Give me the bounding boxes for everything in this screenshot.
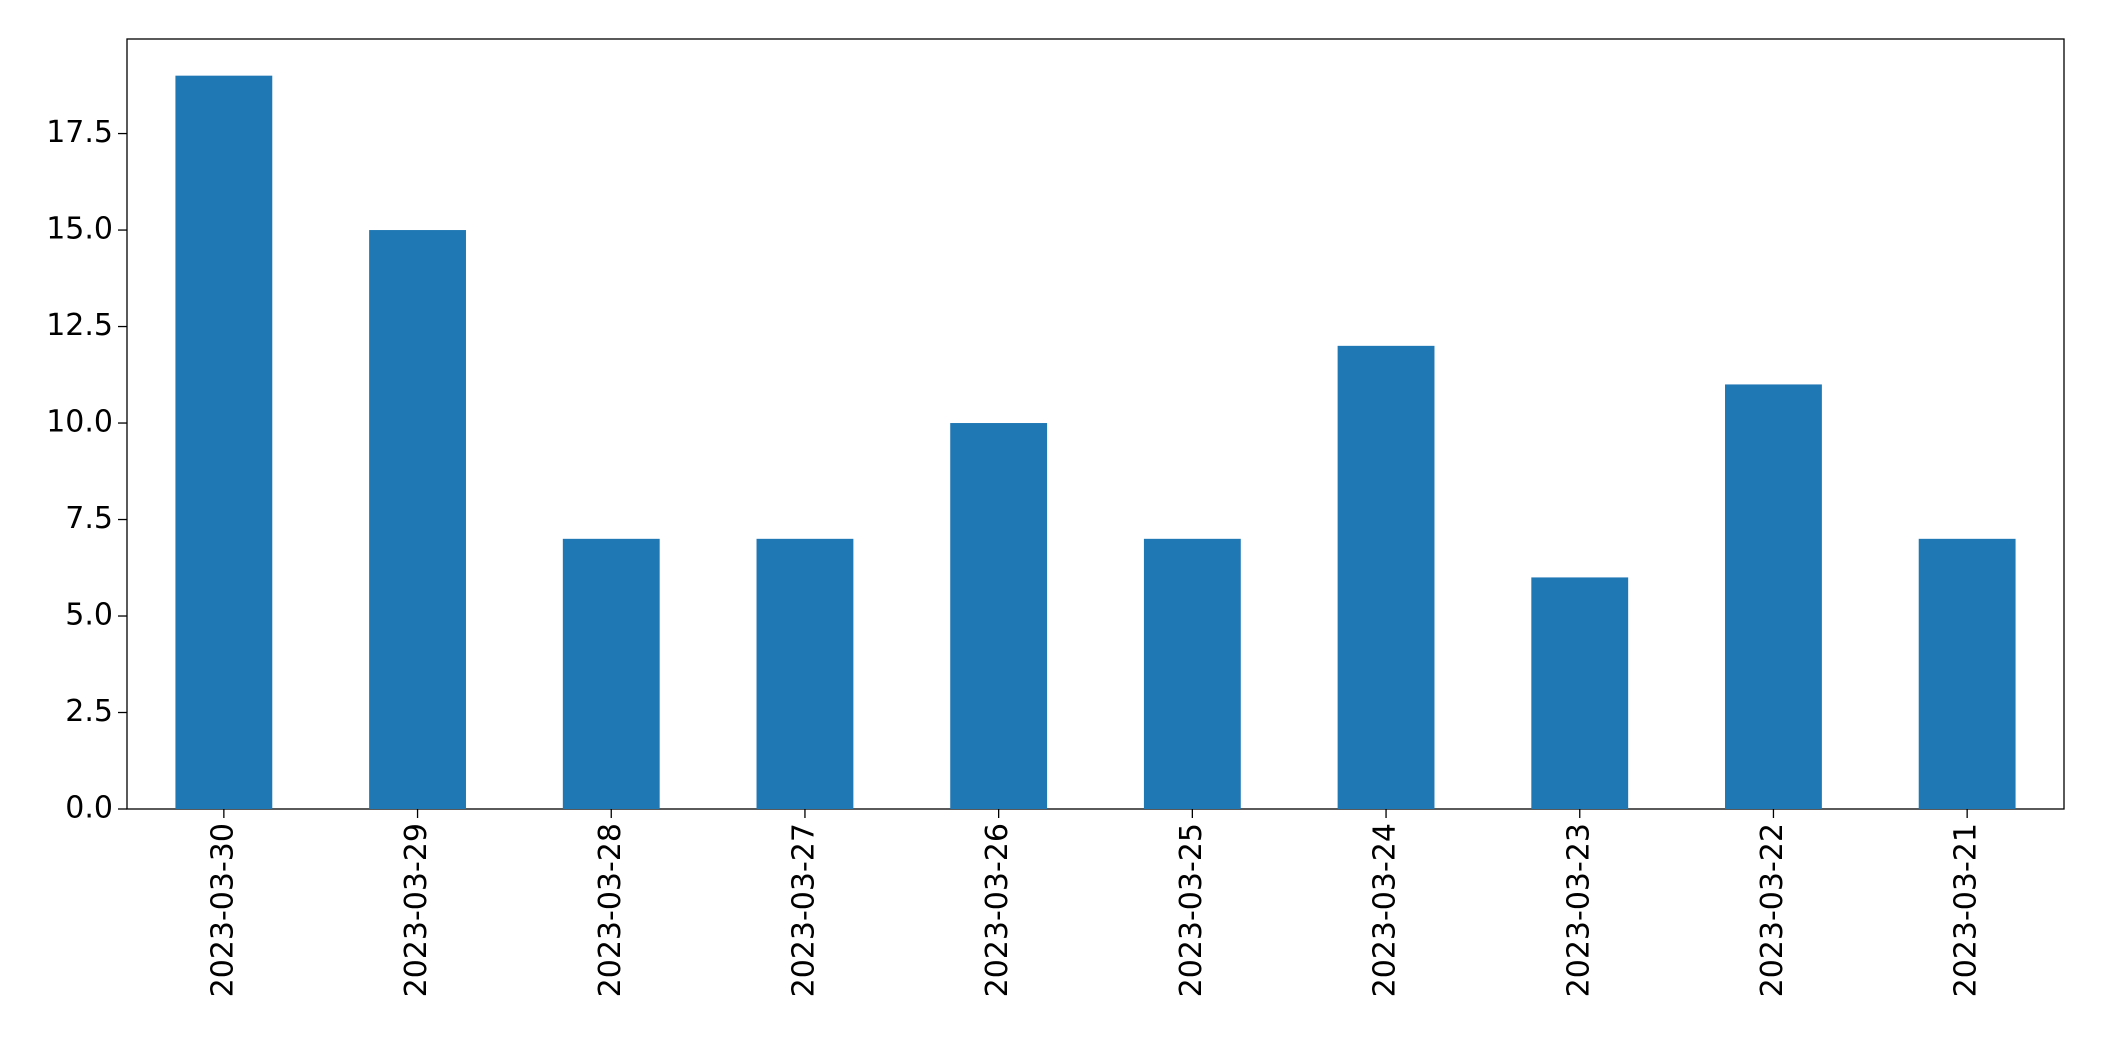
bar bbox=[756, 538, 854, 809]
x-tick-label: 2023-03-21 bbox=[1949, 823, 1984, 997]
bar bbox=[1918, 538, 2016, 809]
y-tick-label: 17.5 bbox=[46, 115, 113, 150]
bar bbox=[1725, 384, 1822, 809]
plot-frame bbox=[126, 38, 2065, 810]
x-tick-label: 2023-03-30 bbox=[205, 823, 240, 997]
x-tick-label: 2023-03-23 bbox=[1561, 823, 1596, 997]
x-tick-label: 2023-03-22 bbox=[1755, 823, 1790, 997]
x-tick-label: 2023-03-29 bbox=[399, 823, 434, 997]
bar bbox=[562, 538, 660, 809]
y-tick-label: 15.0 bbox=[46, 212, 113, 247]
x-tick-label: 2023-03-25 bbox=[1174, 823, 1209, 997]
y-tick-label: 12.5 bbox=[46, 308, 113, 343]
y-tick-label: 7.5 bbox=[65, 501, 113, 536]
y-tick-label: 10.0 bbox=[46, 405, 113, 440]
x-tick-label: 2023-03-27 bbox=[786, 823, 821, 997]
x-tick-label: 2023-03-28 bbox=[593, 823, 628, 997]
bar bbox=[950, 423, 1048, 809]
y-tick-label: 2.5 bbox=[65, 694, 113, 729]
x-tick-label: 2023-03-26 bbox=[980, 823, 1015, 997]
bar bbox=[1143, 538, 1241, 809]
bar bbox=[175, 75, 273, 809]
x-tick-label: 2023-03-24 bbox=[1368, 823, 1403, 997]
bar bbox=[1531, 577, 1629, 809]
y-tick-label: 5.0 bbox=[65, 598, 113, 633]
y-tick-label: 0.0 bbox=[65, 791, 113, 826]
bar bbox=[369, 230, 466, 810]
bar bbox=[1337, 345, 1435, 809]
